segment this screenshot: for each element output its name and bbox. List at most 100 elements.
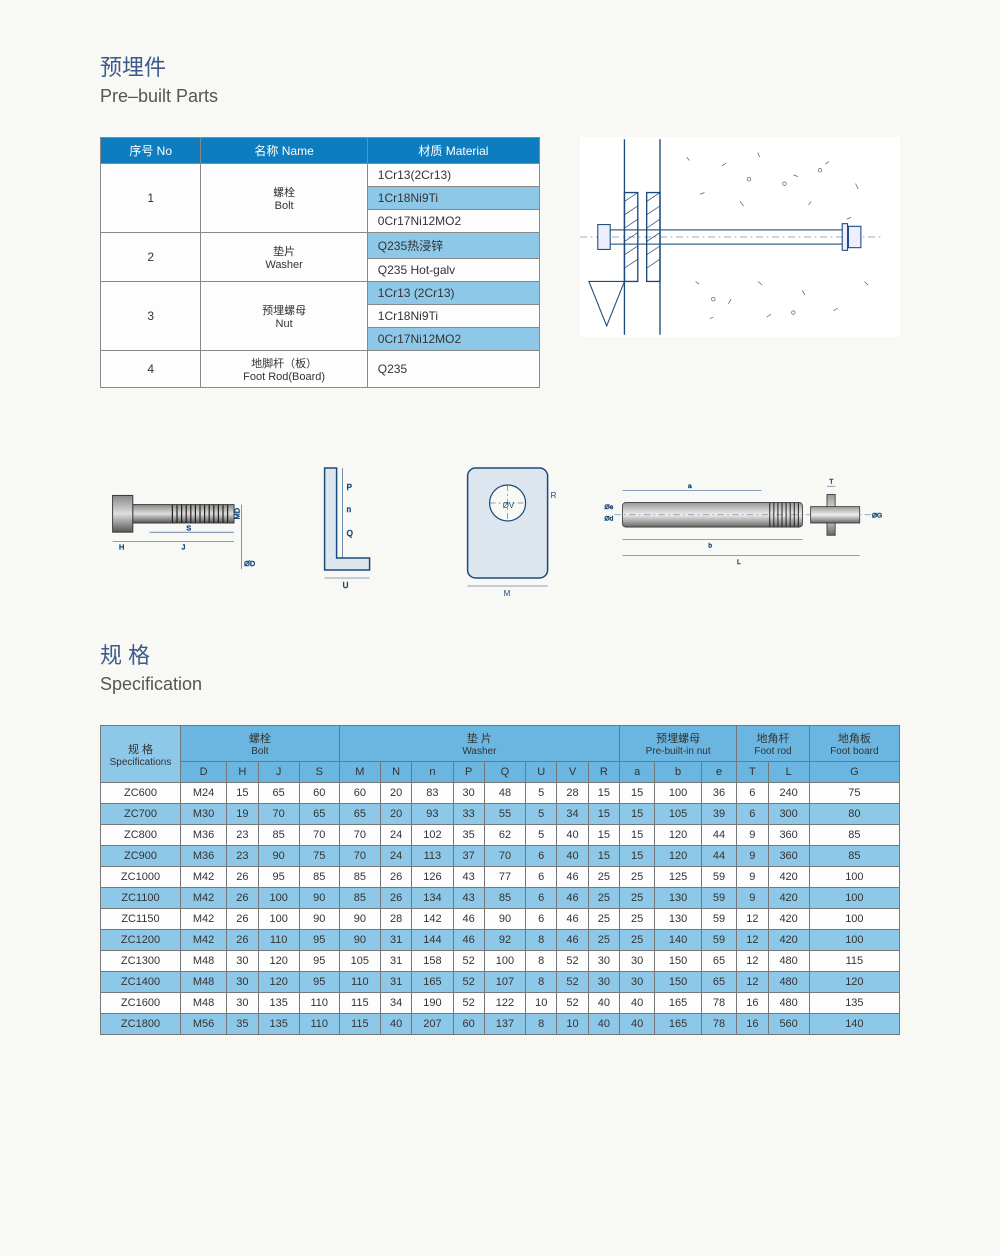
spec-cell: 113 bbox=[412, 846, 453, 867]
spec-cell: 33 bbox=[453, 804, 484, 825]
spec-cell: 40 bbox=[557, 825, 588, 846]
spec-row-label: ZC1100 bbox=[101, 888, 181, 909]
spec-cell: 165 bbox=[655, 1014, 702, 1035]
spec-cell: 85 bbox=[258, 825, 299, 846]
dim-md: MD bbox=[233, 508, 242, 519]
spec-cell: 36 bbox=[701, 783, 736, 804]
dim-ov: ØV bbox=[503, 501, 515, 510]
spec-cell: 90 bbox=[299, 909, 339, 930]
spec-row-label: ZC1800 bbox=[101, 1014, 181, 1035]
spec-cell: 100 bbox=[809, 930, 899, 951]
spec-col-header: G bbox=[809, 762, 899, 783]
spec-cell: 95 bbox=[258, 867, 299, 888]
spec-cell: 85 bbox=[809, 846, 899, 867]
mat-material: 0Cr17Ni12MO2 bbox=[367, 210, 539, 233]
spec-cell: 44 bbox=[701, 825, 736, 846]
mat-no: 4 bbox=[101, 351, 201, 388]
spec-cell: 80 bbox=[809, 804, 899, 825]
mat-material: 1Cr13 (2Cr13) bbox=[367, 282, 539, 305]
spec-cell: 90 bbox=[299, 888, 339, 909]
spec-cell: 25 bbox=[620, 867, 655, 888]
spec-cell: 85 bbox=[339, 888, 380, 909]
spec-cell: 25 bbox=[620, 888, 655, 909]
spec-cell: 120 bbox=[655, 846, 702, 867]
spec-cell: 43 bbox=[453, 867, 484, 888]
spec-cell: 115 bbox=[339, 1014, 380, 1035]
spec-cell: 75 bbox=[809, 783, 899, 804]
mat-material: 0Cr17Ni12MO2 bbox=[367, 328, 539, 351]
spec-cell: 40 bbox=[620, 1014, 655, 1035]
spec-cell: 480 bbox=[768, 951, 809, 972]
spec-col-header: N bbox=[380, 762, 411, 783]
spec-cell: 6 bbox=[737, 804, 768, 825]
spec-cell: 52 bbox=[557, 972, 588, 993]
spec-cell: 105 bbox=[655, 804, 702, 825]
spec-cell: 100 bbox=[655, 783, 702, 804]
spec-cell: 130 bbox=[655, 909, 702, 930]
spec-cell: 110 bbox=[339, 972, 380, 993]
spec-cell: 90 bbox=[339, 930, 380, 951]
spec-cell: M30 bbox=[181, 804, 227, 825]
spec-cell: 52 bbox=[557, 993, 588, 1014]
spec-row-label: ZC700 bbox=[101, 804, 181, 825]
spec-cell: 12 bbox=[737, 951, 768, 972]
spec-cell: 140 bbox=[655, 930, 702, 951]
spec-cell: 107 bbox=[484, 972, 525, 993]
spec-cell: 420 bbox=[768, 930, 809, 951]
spec-cell: 40 bbox=[380, 1014, 411, 1035]
spec-cell: 20 bbox=[380, 783, 411, 804]
spec-cell: 26 bbox=[380, 888, 411, 909]
spec-row-label: ZC800 bbox=[101, 825, 181, 846]
spec-cell: 16 bbox=[737, 1014, 768, 1035]
spec-cell: 78 bbox=[701, 1014, 736, 1035]
spec-cell: 52 bbox=[453, 972, 484, 993]
spec-cell: M42 bbox=[181, 888, 227, 909]
spec-cell: 31 bbox=[380, 930, 411, 951]
washer-plate-drawing: ØV R M bbox=[434, 448, 581, 598]
spec-group-header: 地角杆Foot rod bbox=[737, 726, 810, 762]
spec-cell: 62 bbox=[484, 825, 525, 846]
spec-col-header: M bbox=[339, 762, 380, 783]
spec-col-header: L bbox=[768, 762, 809, 783]
spec-cell: 65 bbox=[299, 804, 339, 825]
spec-cell: 126 bbox=[412, 867, 453, 888]
spec-cell: 75 bbox=[299, 846, 339, 867]
top-section: 序号 No 名称 Name 材质 Material 1螺栓Bolt1Cr13(2… bbox=[100, 137, 900, 388]
spec-cell: 70 bbox=[258, 804, 299, 825]
spec-row-label: ZC1150 bbox=[101, 909, 181, 930]
spec-col-header: U bbox=[526, 762, 557, 783]
materials-row: 4地脚杆（板）Foot Rod(Board)Q235 bbox=[101, 351, 540, 388]
spec-row-label: ZC1200 bbox=[101, 930, 181, 951]
spec-cell: M42 bbox=[181, 930, 227, 951]
spec-cell: 480 bbox=[768, 972, 809, 993]
spec-cell: M56 bbox=[181, 1014, 227, 1035]
spec-col-header: b bbox=[655, 762, 702, 783]
spec-cell: 6 bbox=[526, 846, 557, 867]
spec-cell: 23 bbox=[227, 846, 258, 867]
spec-cell: 43 bbox=[453, 888, 484, 909]
spec-col-header: P bbox=[453, 762, 484, 783]
spec-cell: 240 bbox=[768, 783, 809, 804]
drawings-row: H J S MD ØD P Q n U bbox=[100, 448, 900, 598]
spec-col-header: Q bbox=[484, 762, 525, 783]
spec-cell: M36 bbox=[181, 825, 227, 846]
spec-cell: 420 bbox=[768, 888, 809, 909]
mat-name: 地脚杆（板）Foot Rod(Board) bbox=[201, 351, 367, 388]
spec-cell: 16 bbox=[737, 993, 768, 1014]
spec-cell: 100 bbox=[258, 909, 299, 930]
spec-cell: 158 bbox=[412, 951, 453, 972]
spec-cell: 26 bbox=[227, 888, 258, 909]
spec-cell: 20 bbox=[380, 804, 411, 825]
spec-cell: 110 bbox=[299, 1014, 339, 1035]
spec-cell: 120 bbox=[655, 825, 702, 846]
mat-name: 螺栓Bolt bbox=[201, 164, 367, 233]
mat-material: 1Cr13(2Cr13) bbox=[367, 164, 539, 187]
washer-l-drawing: P Q n U bbox=[271, 448, 418, 598]
spec-cell: 15 bbox=[588, 783, 619, 804]
mat-header-name: 名称 Name bbox=[201, 138, 367, 164]
mat-no: 1 bbox=[101, 164, 201, 233]
spec-cell: 70 bbox=[339, 846, 380, 867]
mat-material: Q235 Hot-galv bbox=[367, 259, 539, 282]
spec-cell: 92 bbox=[484, 930, 525, 951]
spec-cell: 30 bbox=[588, 951, 619, 972]
